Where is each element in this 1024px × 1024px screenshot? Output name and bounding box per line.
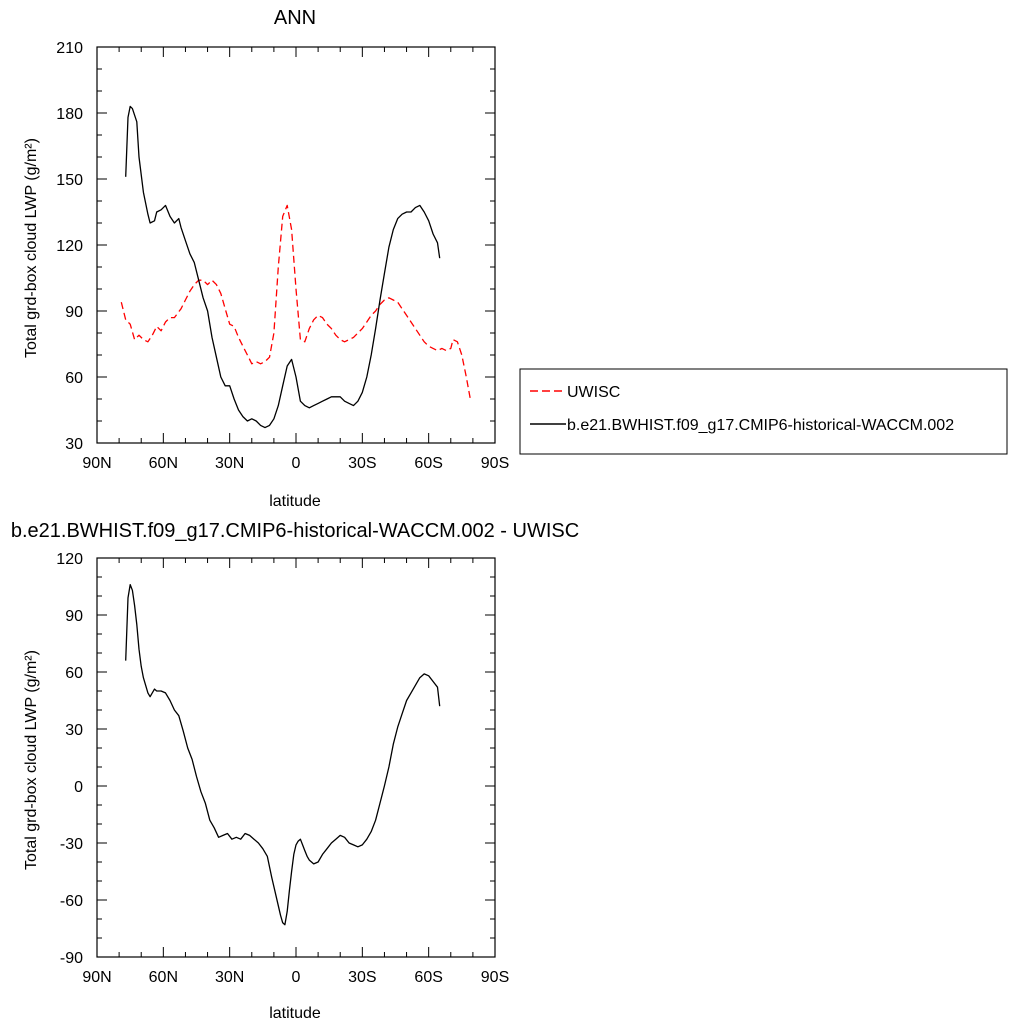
top-plot-frame — [96, 46, 496, 444]
bottom-y-tick-label: 90 — [65, 608, 83, 625]
top-chart-plot: 90N 60N 30N 0 30S 60S 90S 30 60 90 120 150 180 210 — [56, 40, 509, 472]
bottom-y-tick-label: 120 — [56, 551, 83, 568]
top-series-line-0 — [120, 204, 472, 402]
top-series-line-1 — [125, 105, 441, 429]
bottom-chart-title: b.e21.BWHIST.f09_g17.CMIP6-historical-WA… — [11, 520, 579, 542]
bottom-y-tick-label: 60 — [65, 665, 83, 682]
bottom-y-tick-label: 0 — [74, 779, 83, 796]
bottom-chart-xlabel: latitude — [269, 1005, 321, 1022]
top-x-tick-label: 60N — [149, 455, 178, 472]
top-chart-title: ANN — [274, 7, 316, 29]
bottom-y-tick-label: 30 — [65, 722, 83, 739]
top-x-tick-label: 90N — [82, 455, 111, 472]
top-y-tick-label: 210 — [56, 40, 83, 57]
top-y-tick-label: 120 — [56, 238, 83, 255]
legend: UWISC b.e21.BWHIST.f09_g17.CMIP6-histori… — [519, 368, 1008, 455]
top-y-tick-label: 90 — [65, 304, 83, 321]
top-x-tick-label: 30N — [215, 455, 244, 472]
bottom-x-tick-label: 30N — [215, 969, 244, 986]
bottom-series-line-0 — [125, 583, 441, 926]
legend-label-model: b.e21.BWHIST.f09_g17.CMIP6-historical-WA… — [567, 417, 954, 434]
bottom-y-tick-label: -30 — [60, 836, 83, 853]
top-chart-xlabel: latitude — [269, 493, 321, 510]
bottom-y-tick-label: -60 — [60, 893, 83, 910]
bottom-x-tick-label: 60N — [149, 969, 178, 986]
bottom-y-tick-label: -90 — [60, 950, 83, 967]
legend-box — [519, 368, 1008, 455]
bottom-chart-plot: 90N 60N 30N 0 30S 60S 90S -90 -60 -30 0 30 60 90 120 — [56, 551, 509, 986]
bottom-x-tick-label: 90N — [82, 969, 111, 986]
bottom-x-tick-label: 60S — [414, 969, 442, 986]
top-x-tick-label: 30S — [348, 455, 376, 472]
bottom-plot-frame — [96, 557, 496, 958]
bottom-x-tick-label: 90S — [481, 969, 509, 986]
bottom-x-tick-label: 30S — [348, 969, 376, 986]
top-y-tick-label: 60 — [65, 370, 83, 387]
top-x-tick-label: 60S — [414, 455, 442, 472]
top-x-tick-label: 90S — [481, 455, 509, 472]
legend-label-uwisc: UWISC — [567, 384, 620, 401]
top-chart-ylabel: Total grd-box cloud LWP (g/m²) — [23, 138, 40, 358]
top-x-tick-label: 0 — [292, 455, 301, 472]
top-y-tick-label: 30 — [65, 436, 83, 453]
bottom-x-tick-label: 0 — [292, 969, 301, 986]
bottom-chart-ylabel: Total grd-box cloud LWP (g/m²) — [23, 650, 40, 870]
top-y-tick-label: 180 — [56, 106, 83, 123]
top-y-tick-label: 150 — [56, 172, 83, 189]
